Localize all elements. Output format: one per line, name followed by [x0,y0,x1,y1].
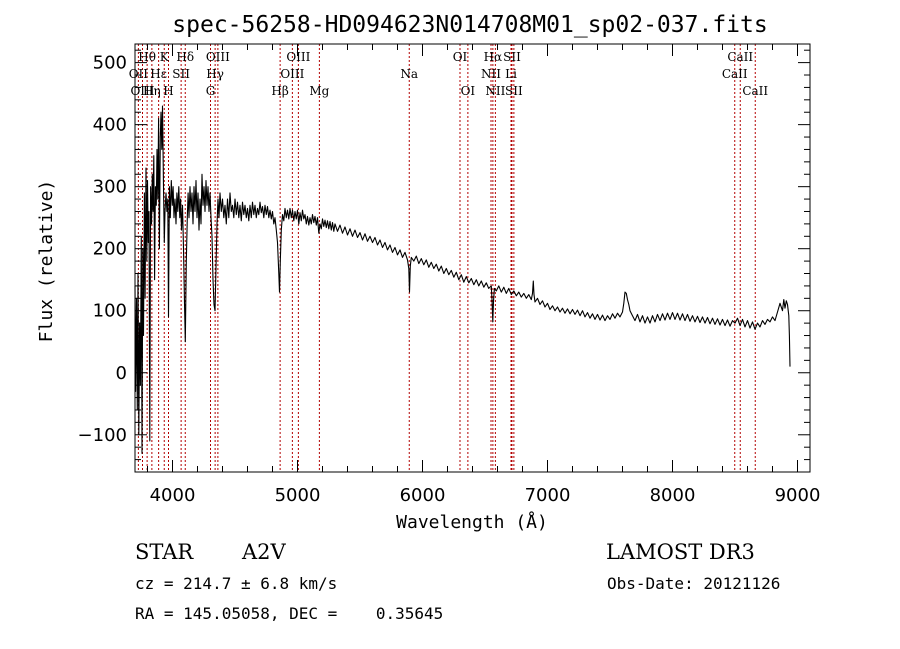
line-marker-label-7: SII [172,67,190,81]
observation-date: Obs-Date: 20121126 [607,574,781,593]
plot-frame [134,43,811,473]
y-tick-label-3: 200 [93,239,127,260]
x-axis-label: Wavelength (Å) [396,511,548,533]
line-marker-label-8: Hδ [176,50,194,64]
line-marker-label-17: OI [453,50,468,64]
line-marker-label-25: CaII [727,50,753,64]
spectral-line-markers [137,44,756,472]
survey-name: LAMOST DR3 [606,540,755,564]
line-marker-label-10: Hγ [206,67,224,81]
x-tick-label-4: 8000 [650,485,696,506]
y-axis-label: Flux (relative) [36,180,57,343]
y-tick-label-2: 100 [93,301,127,322]
line-marker-label-19: Hα [484,50,503,64]
object-class: STAR [135,540,194,564]
y-tick-label-1: 0 [116,363,127,384]
x-tick-label-3: 7000 [525,485,571,506]
line-marker-label-3: Hη [143,84,161,98]
line-marker-label-0: OII [129,67,149,81]
x-tick-label-1: 5000 [275,485,321,506]
line-marker-label-12: Hβ [271,84,288,98]
y-tick-label-5: 400 [93,115,127,136]
line-marker-label-5: K [160,50,170,64]
line-marker-label-15: Mg [309,84,329,98]
line-marker-label-16: Na [400,67,418,81]
line-marker-label-9: OIII [206,50,230,64]
line-marker-label-23: Li [505,67,517,81]
line-marker-label-20: NII [481,67,501,81]
line-marker-label-14: OIII [280,67,304,81]
y-tick-label-4: 300 [93,177,127,198]
y-tick-label-6: 500 [93,53,127,74]
redshift-cz: cz = 214.7 ± 6.8 km/s [135,574,338,593]
chart-title: spec-56258-HD094623N014708M01_sp02-037.f… [172,12,767,38]
spectrum-series [134,105,791,454]
axes-frame [134,43,811,473]
line-marker-label-13: OIII [286,50,310,64]
line-marker-label-11: G [206,84,216,98]
line-marker-label-27: CaII [742,84,768,98]
ra-dec-coordinates: RA = 145.05058, DEC = 0.35645 [135,604,444,623]
line-marker-label-26: CaII [722,67,748,81]
line-marker-label-18: OI [461,84,476,98]
axis-ticks: 4000 5000 6000 7000 8000 9000 −100 0 100 200 300 40… [78,44,821,506]
spectrum-line-spectrum [134,105,791,454]
line-marker-label-1: Hθ [138,50,156,64]
line-marker-label-6: H [163,84,173,98]
line-marker-label-22: SII [503,50,521,64]
x-tick-label-0: 4000 [150,485,196,506]
line-marker-label-24: SII [505,84,523,98]
y-tick-label-0: −100 [78,425,127,446]
object-subclass: A2V [242,540,286,564]
x-tick-label-5: 9000 [775,485,821,506]
line-marker-label-21: NII [485,84,505,98]
x-tick-label-2: 6000 [400,485,446,506]
line-marker-label-4: Hε [150,67,167,81]
